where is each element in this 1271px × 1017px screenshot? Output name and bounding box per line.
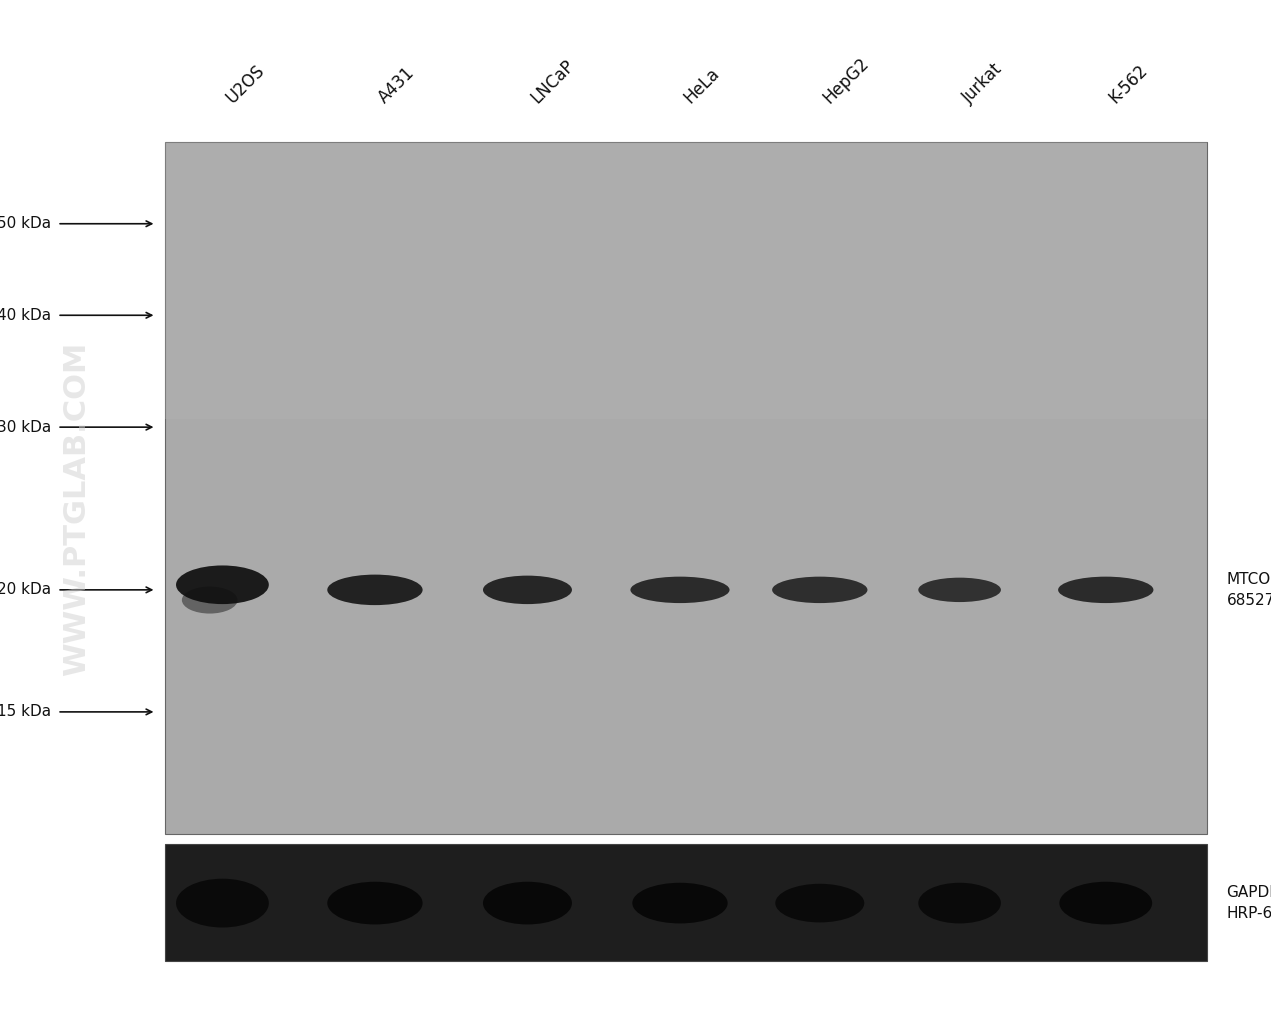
- Text: 30 kDa: 30 kDa: [0, 420, 51, 434]
- Ellipse shape: [633, 883, 727, 923]
- Text: Jurkat: Jurkat: [960, 60, 1007, 107]
- Text: 40 kDa: 40 kDa: [0, 308, 51, 322]
- Text: HeLa: HeLa: [680, 64, 722, 107]
- Ellipse shape: [327, 882, 422, 924]
- Ellipse shape: [1059, 882, 1152, 924]
- Text: A431: A431: [375, 64, 418, 107]
- Ellipse shape: [775, 884, 864, 922]
- Text: MTCO2
68527-1-Ig: MTCO2 68527-1-Ig: [1227, 572, 1271, 608]
- Text: K-562: K-562: [1106, 61, 1152, 107]
- Ellipse shape: [483, 576, 572, 604]
- Ellipse shape: [175, 565, 268, 604]
- Text: WWW.PTGLAB.COM: WWW.PTGLAB.COM: [62, 342, 90, 675]
- Ellipse shape: [182, 587, 238, 613]
- Ellipse shape: [918, 883, 1002, 923]
- Ellipse shape: [918, 578, 1002, 602]
- FancyBboxPatch shape: [165, 142, 1207, 419]
- Text: LNCaP: LNCaP: [527, 56, 578, 107]
- Ellipse shape: [1057, 577, 1153, 603]
- Text: GAPDH
HRP-60004: GAPDH HRP-60004: [1227, 885, 1271, 921]
- Text: 20 kDa: 20 kDa: [0, 583, 51, 597]
- Ellipse shape: [175, 879, 268, 928]
- Text: U2OS: U2OS: [222, 61, 268, 107]
- Ellipse shape: [630, 577, 730, 603]
- FancyBboxPatch shape: [165, 844, 1207, 961]
- FancyBboxPatch shape: [165, 142, 1207, 834]
- Text: HepG2: HepG2: [820, 54, 873, 107]
- Text: 15 kDa: 15 kDa: [0, 705, 51, 719]
- Ellipse shape: [327, 575, 422, 605]
- Ellipse shape: [483, 882, 572, 924]
- Ellipse shape: [773, 577, 868, 603]
- Text: 50 kDa: 50 kDa: [0, 217, 51, 231]
